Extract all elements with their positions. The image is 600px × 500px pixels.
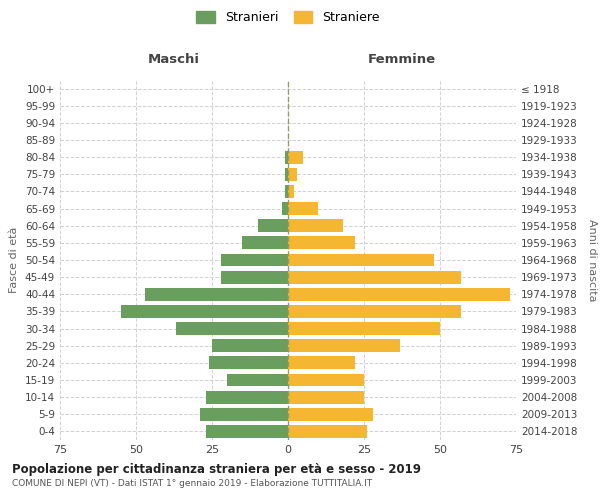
- Bar: [288, 168, 297, 180]
- Bar: [288, 356, 355, 370]
- Bar: [257, 220, 288, 232]
- Legend: Stranieri, Straniere: Stranieri, Straniere: [196, 11, 380, 24]
- Bar: [288, 408, 373, 420]
- Bar: [221, 254, 288, 266]
- Bar: [206, 425, 288, 438]
- Bar: [285, 168, 288, 180]
- Text: COMUNE DI NEPI (VT) - Dati ISTAT 1° gennaio 2019 - Elaborazione TUTTITALIA.IT: COMUNE DI NEPI (VT) - Dati ISTAT 1° genn…: [12, 479, 372, 488]
- Bar: [285, 185, 288, 198]
- Bar: [206, 390, 288, 404]
- Bar: [121, 305, 288, 318]
- Text: Maschi: Maschi: [148, 54, 200, 66]
- Bar: [176, 322, 288, 335]
- Bar: [288, 390, 364, 404]
- Bar: [242, 236, 288, 250]
- Bar: [288, 340, 400, 352]
- Bar: [209, 356, 288, 370]
- Bar: [288, 374, 364, 386]
- Bar: [227, 374, 288, 386]
- Bar: [285, 150, 288, 164]
- Bar: [288, 236, 355, 250]
- Bar: [200, 408, 288, 420]
- Text: Femmine: Femmine: [368, 54, 436, 66]
- Bar: [212, 340, 288, 352]
- Bar: [288, 305, 461, 318]
- Bar: [288, 254, 434, 266]
- Bar: [288, 322, 440, 335]
- Bar: [288, 270, 461, 283]
- Bar: [288, 220, 343, 232]
- Bar: [288, 185, 294, 198]
- Bar: [288, 150, 303, 164]
- Bar: [221, 270, 288, 283]
- Bar: [282, 202, 288, 215]
- Bar: [145, 288, 288, 300]
- Bar: [288, 288, 510, 300]
- Y-axis label: Anni di nascita: Anni di nascita: [587, 219, 597, 301]
- Bar: [288, 425, 367, 438]
- Text: Popolazione per cittadinanza straniera per età e sesso - 2019: Popolazione per cittadinanza straniera p…: [12, 462, 421, 475]
- Y-axis label: Fasce di età: Fasce di età: [10, 227, 19, 293]
- Bar: [288, 202, 319, 215]
